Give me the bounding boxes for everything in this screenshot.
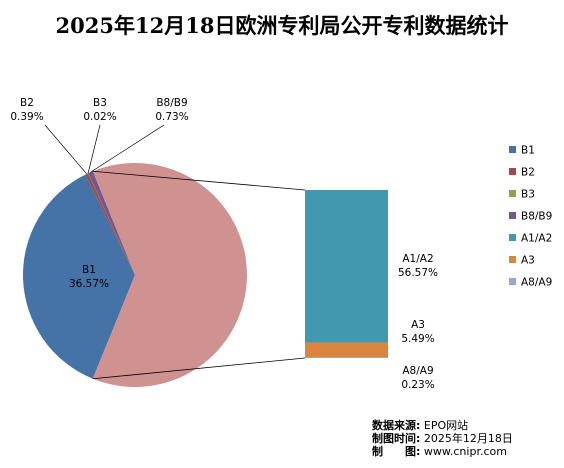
legend-swatch-b1 <box>509 146 516 153</box>
pie-label-b2-line: 0.39% <box>10 111 43 123</box>
bar-label-a8-a9: A8/A9 0.23% <box>401 365 434 391</box>
legend-label-a8-a9: A8/A9 <box>521 277 552 289</box>
pie-label-b2-line: B2 <box>20 97 34 109</box>
source-label: 数据来源: <box>372 419 420 432</box>
pie-label-b3-line: 0.02% <box>83 111 116 123</box>
legend-swatch-a8-a9 <box>509 278 516 285</box>
date-label: 制图时间: <box>372 432 420 445</box>
pie-label-b8-b9-line: B8/B9 <box>156 97 187 109</box>
legend-swatch-b8-b9 <box>509 212 516 219</box>
date-row: 制图时间: 2025年12月18日 <box>372 432 513 445</box>
bar-segment-a8-a9 <box>305 357 388 358</box>
bar-label-a1-a2-line: A1/A2 <box>402 253 433 265</box>
bar-segment-a1-a2 <box>305 190 388 343</box>
bar-label-a1-a2: A1/A2 56.57% <box>398 253 438 279</box>
maker-row: 制 图: www.cnipr.com <box>372 445 513 458</box>
leader-line-b3 <box>88 125 100 173</box>
legend-swatch-b2 <box>509 168 516 175</box>
leader-line-b2 <box>45 125 87 174</box>
bar-label-a8-a9-line: 0.23% <box>401 379 434 391</box>
legend-label-b3: B3 <box>521 189 535 201</box>
pie-label-b8-b9: B8/B9 0.73% <box>155 97 188 123</box>
legend-label-a1-a2: A1/A2 <box>521 233 552 245</box>
pie-label-b1-line: 36.57% <box>69 278 109 290</box>
bar-label-a3-line: A3 <box>411 319 425 331</box>
bar-segment-a3 <box>305 343 388 358</box>
legend-label-b1: B1 <box>521 145 535 157</box>
pie-label-b3-line: B3 <box>93 97 107 109</box>
pie-label-b1-line: B1 <box>82 264 96 276</box>
legend-swatch-b3 <box>509 190 516 197</box>
bar-label-a3: A3 5.49% <box>401 319 434 345</box>
bar-label-a3-line: 5.49% <box>401 333 434 345</box>
bar-label-a8-a9-line: A8/A9 <box>402 365 433 377</box>
bar-label-a1-a2-line: 56.57% <box>398 267 438 279</box>
source-block: 数据来源: EPO网站 制图时间: 2025年12月18日 制 图: www.c… <box>372 419 513 458</box>
legend-label-a3: A3 <box>521 255 535 267</box>
legend-swatch-a3 <box>509 256 516 263</box>
source-value: EPO网站 <box>424 419 468 432</box>
pie-label-b2: B2 0.39% <box>10 97 43 123</box>
pie-label-b8-b9-line: 0.73% <box>155 111 188 123</box>
pie-label-b3: B3 0.02% <box>83 97 116 123</box>
source-row: 数据来源: EPO网站 <box>372 419 513 432</box>
legend-label-b8-b9: B8/B9 <box>521 211 552 223</box>
maker-value: www.cnipr.com <box>424 445 507 458</box>
legend-label-b2: B2 <box>521 167 535 179</box>
legend-swatch-a1-a2 <box>509 234 516 241</box>
maker-label: 制 图: <box>372 445 420 458</box>
date-value: 2025年12月18日 <box>424 432 513 445</box>
